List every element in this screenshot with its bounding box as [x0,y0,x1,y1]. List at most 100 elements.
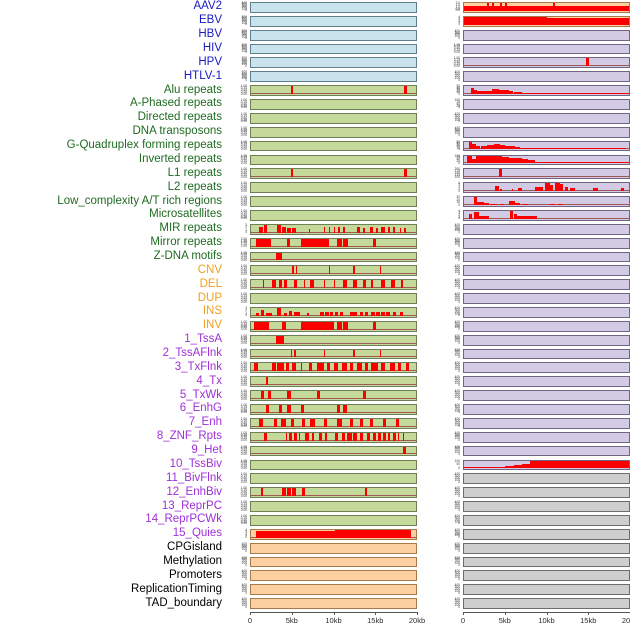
track-mirror-repeats[interactable] [463,237,630,249]
track-label-12-enhbiv[interactable]: 12_EnhBiv [166,485,222,498]
track-tad-boundary[interactable] [463,598,630,609]
track-label-z-dna-motifs[interactable]: Z-DNA motifs [153,249,222,262]
track-10-tssbiv[interactable] [250,459,417,471]
track-inverted-repeats[interactable] [463,154,630,166]
track-directed-repeats[interactable] [463,112,630,124]
track-3-txflnk[interactable] [250,362,417,374]
track-inv[interactable] [250,320,417,332]
track-promoters[interactable] [463,570,630,582]
track-12-enhbiv[interactable] [250,487,417,499]
track-14-reprpcwk[interactable] [250,514,417,526]
track-label-hbv[interactable]: HBV [198,28,222,41]
track-7-enh[interactable] [250,417,417,429]
track-label-mir-repeats[interactable]: MIR repeats [159,222,222,235]
track-9-het[interactable] [250,445,417,457]
track-12-enhbiv[interactable] [463,487,630,499]
track-tad-boundary[interactable] [250,598,417,609]
track-6-enhg[interactable] [250,404,417,415]
track-label-replicationtiming[interactable]: ReplicationTiming [131,582,222,595]
track-label-tad-boundary[interactable]: TAD_boundary [145,596,223,609]
track-label-10-tssbiv[interactable]: 10_TssBiv [169,457,222,470]
track-4-tx[interactable] [463,376,630,388]
track-13-reprpc[interactable] [463,501,630,512]
track-3-txflnk[interactable] [463,362,630,374]
track-label-3-txflnk[interactable]: 3_TxFlnk [174,360,222,373]
track-label-ins[interactable]: INS [202,305,222,318]
track-10-tssbiv[interactable] [463,459,630,471]
track-15-quies[interactable] [250,528,417,540]
track-alu-repeats[interactable] [463,85,630,97]
track-label-inverted-repeats[interactable]: Inverted repeats [138,152,222,165]
track-7-enh[interactable] [463,417,630,429]
track-5-txwk[interactable] [463,390,630,402]
track-label-5-txwk[interactable]: 5_TxWk [179,388,222,401]
track-label-l2-repeats[interactable]: L2 repeats [167,180,222,193]
track-label-14-reprpcwk[interactable]: 14_ReprPCWk [145,513,222,526]
track-microsatellites[interactable] [463,209,630,221]
track-aav2[interactable] [463,2,630,13]
track-label-9-het[interactable]: 9_Het [191,444,222,457]
track-label-8-znf-rpts[interactable]: 8_ZNF_Rpts [156,430,222,443]
track-5-txwk[interactable] [250,390,417,402]
track-11-bivflnk[interactable] [250,473,417,485]
track-label-l1-repeats[interactable]: L1 repeats [167,166,222,179]
track-label-4-tx[interactable]: 4_Tx [196,374,222,387]
track-label-del[interactable]: DEL [199,277,222,290]
track-1-tssa[interactable] [250,334,417,346]
track-label-a-phased-repeats[interactable]: A-Phased repeats [129,97,222,110]
track-label-11-bivflnk[interactable]: 11_BivFlnk [165,471,222,484]
track-a-phased-repeats[interactable] [250,99,417,110]
track-label-dup[interactable]: DUP [197,291,222,304]
track-hbv[interactable] [250,29,417,41]
track-11-bivflnk[interactable] [463,473,630,485]
track-inverted-repeats[interactable] [250,154,417,166]
track-htlv-1[interactable] [250,71,417,83]
track-low-complexity-a-t-rich-regions[interactable] [250,196,417,207]
track-ins[interactable] [463,307,630,318]
track-l2-repeats[interactable] [250,182,417,194]
track-label-g-quadruplex-forming-repeats[interactable]: G-Quadruplex forming repeats [66,139,222,152]
track-dup[interactable] [250,293,417,304]
track-hbv[interactable] [463,29,630,41]
track-mir-repeats[interactable] [250,223,417,235]
track-alu-repeats[interactable] [250,85,417,97]
track-label-cpgisland[interactable]: CPGisland [167,541,222,554]
track-label-inv[interactable]: INV [202,319,222,332]
track-hpv[interactable] [250,57,417,69]
track-15-quies[interactable] [463,528,630,540]
track-hiv[interactable] [250,43,417,55]
track-hpv[interactable] [463,57,630,69]
track-l1-repeats[interactable] [463,168,630,180]
track-label-ebv[interactable]: EBV [198,14,222,27]
track-8-znf-rpts[interactable] [463,431,630,443]
track-aav2[interactable] [250,2,417,13]
track-g-quadruplex-forming-repeats[interactable] [463,140,630,152]
track-a-phased-repeats[interactable] [463,99,630,110]
track-2-tssaflnk[interactable] [250,348,417,360]
track-8-znf-rpts[interactable] [250,431,417,443]
track-directed-repeats[interactable] [250,112,417,124]
track-z-dna-motifs[interactable] [463,251,630,263]
track-label-6-enhg[interactable]: 6_EnhG [179,402,222,415]
track-label-13-reprpc[interactable]: 13_ReprPC [161,499,222,512]
track-microsatellites[interactable] [250,209,417,221]
track-14-reprpcwk[interactable] [463,514,630,526]
track-ebv[interactable] [250,15,417,27]
track-inv[interactable] [463,320,630,332]
track-4-tx[interactable] [250,376,417,388]
track-l2-repeats[interactable] [463,182,630,194]
track-ebv[interactable] [463,15,630,27]
track-l1-repeats[interactable] [250,168,417,180]
track-label-aav2[interactable]: AAV2 [193,0,222,13]
track-del[interactable] [250,279,417,291]
track-label-15-quies[interactable]: 15_Quies [172,527,222,540]
track-label-2-tssaflnk[interactable]: 2_TssAFlnk [162,347,222,360]
track-dup[interactable] [463,293,630,304]
track-label-low-complexity-a-t-rich-regions[interactable]: Low_complexity A/T rich regions [57,194,222,207]
track-methylation[interactable] [463,556,630,568]
track-label-hiv[interactable]: HIV [202,42,222,55]
track-cpgisland[interactable] [250,542,417,554]
track-9-het[interactable] [463,445,630,457]
track-label-mirror-repeats[interactable]: Mirror repeats [150,236,222,249]
track-label-7-enh[interactable]: 7_Enh [188,416,222,429]
